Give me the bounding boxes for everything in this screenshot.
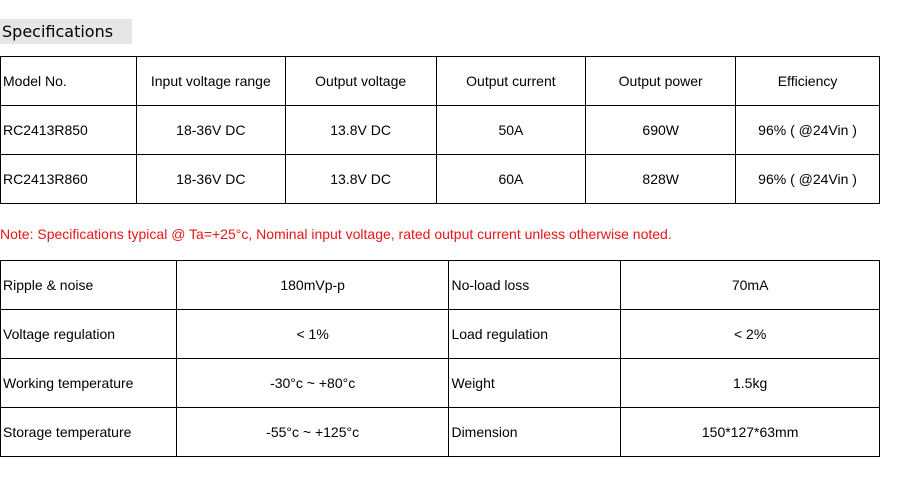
table-cell: 18-36V DC	[135, 105, 286, 155]
header-cell: Model No.	[0, 56, 137, 106]
param-label: Working temperature	[0, 358, 177, 408]
header-cell: Output current	[435, 56, 587, 106]
table-cell: 96% ( @24Vin )	[735, 154, 880, 204]
table-row: Voltage regulation < 1% Load regulation …	[0, 309, 880, 359]
table-cell: 690W	[585, 105, 737, 155]
spec-table: Model No. Input voltage range Output vol…	[0, 56, 880, 204]
table-row: RC2413R850 18-36V DC 13.8V DC 50A 690W 9…	[0, 105, 880, 155]
table-row: Ripple & noise 180mVp-p No-load loss 70m…	[0, 260, 880, 310]
param-label: Storage temperature	[0, 407, 177, 457]
params-table: Ripple & noise 180mVp-p No-load loss 70m…	[0, 260, 880, 457]
param-label: No-load loss	[448, 260, 622, 310]
param-label: Voltage regulation	[0, 309, 177, 359]
param-value: < 1%	[175, 309, 450, 359]
table-cell: 96% ( @24Vin )	[735, 105, 880, 155]
table-cell: 828W	[585, 154, 737, 204]
table-header-row: Model No. Input voltage range Output vol…	[0, 56, 880, 106]
header-cell: Output voltage	[284, 56, 437, 106]
param-label: Dimension	[448, 407, 622, 457]
header-cell: Output power	[585, 56, 737, 106]
param-label: Load regulation	[448, 309, 622, 359]
param-value: 70mA	[620, 260, 880, 310]
table-row: Storage temperature -55°c ~ +125°c Dimen…	[0, 407, 880, 457]
note-text: Note: Specifications typical @ Ta=+25°c,…	[0, 226, 672, 242]
param-label: Ripple & noise	[0, 260, 177, 310]
table-row: Working temperature -30°c ~ +80°c Weight…	[0, 358, 880, 408]
param-label: Weight	[448, 358, 622, 408]
table-cell: 13.8V DC	[284, 105, 437, 155]
table-row: RC2413R860 18-36V DC 13.8V DC 60A 828W 9…	[0, 154, 880, 204]
param-value: -30°c ~ +80°c	[175, 358, 450, 408]
table-cell: 60A	[435, 154, 587, 204]
table-cell: 18-36V DC	[135, 154, 286, 204]
table-cell: RC2413R860	[0, 154, 137, 204]
param-value: 150*127*63mm	[620, 407, 880, 457]
param-value: 1.5kg	[620, 358, 880, 408]
param-value: 180mVp-p	[175, 260, 450, 310]
section-title: Specifications	[0, 19, 132, 44]
header-cell: Input voltage range	[135, 56, 286, 106]
param-value: < 2%	[620, 309, 880, 359]
table-cell: RC2413R850	[0, 105, 137, 155]
table-cell: 50A	[435, 105, 587, 155]
header-cell: Efficiency	[735, 56, 880, 106]
param-value: -55°c ~ +125°c	[175, 407, 450, 457]
table-cell: 13.8V DC	[284, 154, 437, 204]
